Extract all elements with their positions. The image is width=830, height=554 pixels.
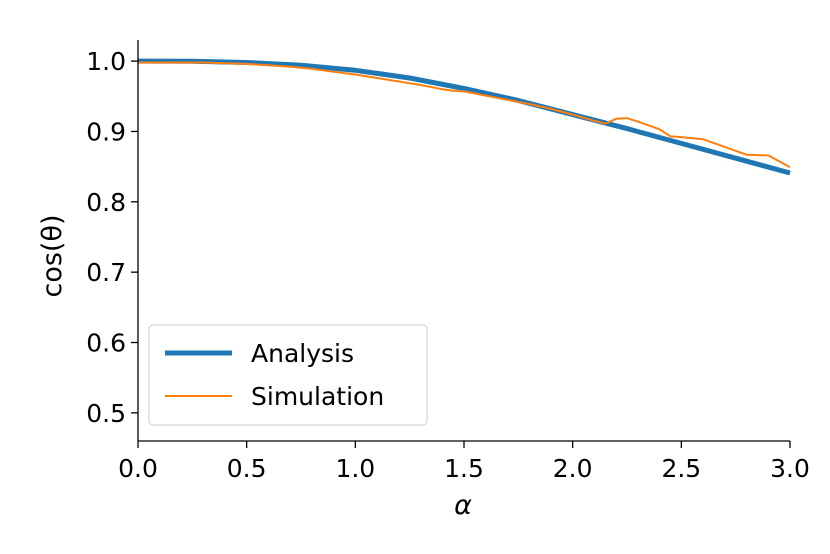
x-axis-label: α (454, 490, 472, 521)
y-tick-label: 0.6 (86, 329, 126, 358)
y-tick-label: 0.9 (86, 117, 126, 146)
y-tick-label: 0.8 (86, 188, 126, 217)
x-tick-label: 0.5 (227, 454, 267, 483)
ticks-layer: 0.0 0.5 1.0 1.5 2.0 2.5 3.0 0.5 0.6 0.7 0.8 0.9 1.0 (86, 47, 810, 483)
x-tick-label: 1.5 (444, 454, 484, 483)
x-tick-label: 3.0 (770, 454, 810, 483)
legend-label-analysis: Analysis (251, 339, 354, 368)
y-tick-label: 0.5 (86, 399, 126, 428)
series-line-simulation (138, 61, 791, 169)
legend: Analysis Simulation (148, 324, 428, 426)
x-tick-label: 1.0 (335, 454, 375, 483)
legend-label-simulation: Simulation (251, 382, 384, 411)
y-tick-label: 0.7 (86, 258, 126, 287)
x-tick-label: 0.0 (118, 454, 158, 483)
series-line-analysis (137, 58, 791, 176)
y-axis-label: cos(θ) (37, 214, 68, 297)
x-tick-label: 2.0 (553, 454, 593, 483)
x-tick-label: 2.5 (661, 454, 701, 483)
legend-frame (148, 324, 428, 426)
y-tick-label: 1.0 (86, 47, 126, 76)
series-layer (137, 58, 791, 176)
